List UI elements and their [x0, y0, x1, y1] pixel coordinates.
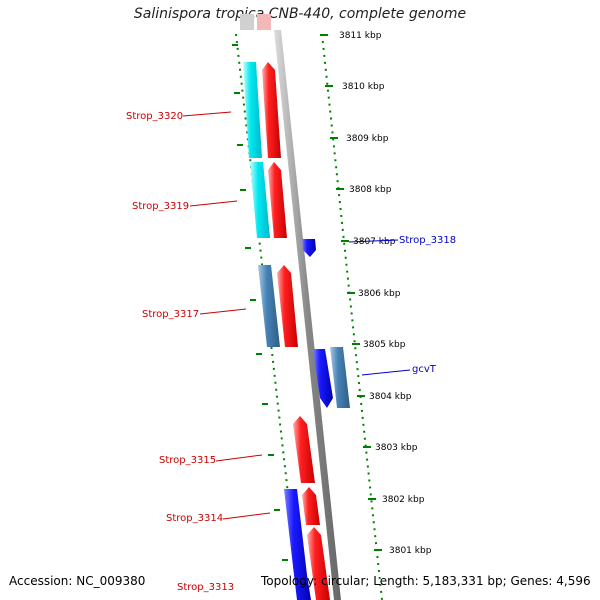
genome-info-text: Topology: circular; Length: 5,183,331 bp… — [261, 574, 591, 588]
accession-text: Accession: NC_009380 — [9, 574, 146, 588]
gene-forward-3 — [277, 265, 298, 347]
gene-label-strop-3313[interactable]: Strop_3313 — [177, 582, 234, 593]
ruler-label: 3801 kbp — [389, 546, 432, 556]
leader-strop-3315 — [215, 454, 263, 462]
gene-cyan-3320 — [243, 62, 262, 158]
ruler-label: 3804 kbp — [369, 392, 412, 402]
gene-cyan-3319 — [250, 162, 270, 238]
left-minor-ticks — [232, 44, 288, 561]
map-title: Salinispora tropica CNB-440, complete ge… — [133, 6, 467, 22]
gene-label-strop-3317[interactable]: Strop_3317 — [142, 309, 199, 320]
ruler-label: 3807 kbp — [353, 237, 396, 247]
partial-feature-pink — [257, 14, 271, 30]
gene-reverse-3314 — [284, 489, 311, 600]
leader-strop-3319 — [189, 200, 238, 207]
gene-reverse-gcvt — [313, 349, 333, 408]
leader-strop-3317 — [199, 308, 247, 315]
gene-label-strop-3315[interactable]: Strop_3315 — [159, 455, 216, 466]
leader-strop-3320 — [182, 111, 232, 117]
ruler-label: 3805 kbp — [363, 340, 406, 350]
gene-label-strop-3319[interactable]: Strop_3319 — [132, 201, 189, 212]
genome-backbone — [274, 30, 341, 600]
ruler-label: 3809 kbp — [346, 134, 389, 144]
ruler-label: 3806 kbp — [358, 289, 401, 299]
gene-steel-3317 — [258, 265, 280, 347]
partial-feature-grey — [240, 14, 254, 30]
ruler-label: 3802 kbp — [382, 495, 425, 505]
ruler-label: 3810 kbp — [342, 82, 385, 92]
gene-label-strop-3318[interactable]: Strop_3318 — [399, 235, 456, 246]
kbp-ruler: 3811 kbp 3810 kbp 3809 kbp 3808 kbp 3807… — [320, 31, 432, 556]
ruler-label: 3808 kbp — [349, 185, 392, 195]
gene-steel-gcvt — [330, 347, 350, 408]
leader-gcvt — [361, 369, 411, 376]
ruler-label: 3803 kbp — [375, 443, 418, 453]
gene-forward-3314b — [302, 487, 320, 525]
leader-strop-3318 — [348, 239, 399, 243]
leader-strop-3314 — [222, 512, 271, 520]
ruler-label: 3811 kbp — [339, 31, 382, 41]
gene-forward-1 — [262, 62, 281, 158]
gene-label-strop-3314[interactable]: Strop_3314 — [166, 513, 223, 524]
gene-forward-3315 — [293, 416, 315, 483]
gene-label-gcvt[interactable]: gcvT — [412, 364, 437, 375]
gene-label-strop-3320[interactable]: Strop_3320 — [126, 111, 183, 122]
gene-reverse-3318 — [302, 239, 316, 257]
gene-forward-2 — [268, 162, 287, 238]
gene-forward-3313 — [307, 527, 330, 600]
